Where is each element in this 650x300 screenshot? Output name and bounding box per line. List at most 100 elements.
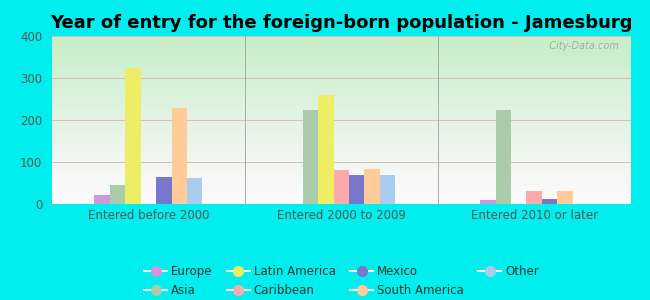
Bar <box>52 177 630 179</box>
Bar <box>52 71 630 73</box>
Bar <box>52 196 630 197</box>
Bar <box>52 135 630 137</box>
Bar <box>52 80 630 81</box>
Bar <box>52 155 630 157</box>
Bar <box>52 53 630 55</box>
Bar <box>52 194 630 196</box>
Bar <box>52 122 630 123</box>
Bar <box>52 167 630 169</box>
Bar <box>52 112 630 113</box>
Bar <box>52 100 630 101</box>
Bar <box>52 103 630 105</box>
Bar <box>52 101 630 103</box>
Bar <box>52 184 630 185</box>
Bar <box>52 44 630 46</box>
Bar <box>52 176 630 177</box>
Bar <box>52 113 630 115</box>
Bar <box>349 175 365 204</box>
Bar <box>52 179 630 181</box>
Bar <box>52 117 630 118</box>
Bar <box>156 177 172 204</box>
Bar <box>52 189 630 190</box>
Bar <box>52 192 630 194</box>
Bar <box>125 68 140 204</box>
Bar <box>52 165 630 167</box>
Bar <box>52 162 630 164</box>
Bar <box>52 190 630 192</box>
Bar <box>52 157 630 159</box>
Bar <box>52 181 630 182</box>
Bar <box>380 175 395 204</box>
Bar <box>52 93 630 95</box>
Bar <box>52 58 630 59</box>
Bar <box>52 128 630 130</box>
Legend: Europe, Asia, Latin America, Caribbean, Mexico, South America, Other: Europe, Asia, Latin America, Caribbean, … <box>139 260 543 300</box>
Bar <box>52 36 630 38</box>
Bar <box>52 78 630 80</box>
Bar <box>52 185 630 187</box>
Bar <box>52 48 630 50</box>
Bar <box>52 160 630 162</box>
Bar <box>52 98 630 100</box>
Bar <box>52 70 630 71</box>
Bar <box>52 187 630 189</box>
Bar <box>52 90 630 92</box>
Bar <box>52 123 630 125</box>
Bar <box>52 201 630 202</box>
Title: Year of entry for the foreign-born population - Jamesburg: Year of entry for the foreign-born popul… <box>50 14 632 32</box>
Bar <box>52 46 630 48</box>
Bar <box>52 147 630 148</box>
Bar <box>52 88 630 90</box>
Bar <box>52 145 630 147</box>
Bar <box>52 115 630 117</box>
Bar <box>52 68 630 70</box>
Bar <box>52 66 630 68</box>
Bar <box>52 169 630 170</box>
Bar <box>526 191 542 204</box>
Bar <box>365 169 380 204</box>
Bar <box>52 106 630 108</box>
Bar <box>52 199 630 201</box>
Bar <box>52 38 630 39</box>
Bar <box>52 83 630 85</box>
Bar <box>318 95 333 204</box>
Bar <box>172 108 187 204</box>
Bar <box>333 170 349 204</box>
Bar <box>52 172 630 174</box>
Bar <box>52 95 630 97</box>
Bar <box>52 50 630 51</box>
Bar <box>52 143 630 145</box>
Bar <box>52 127 630 128</box>
Bar <box>52 182 630 184</box>
Bar <box>52 61 630 63</box>
Bar <box>52 202 630 204</box>
Bar <box>52 164 630 165</box>
Bar <box>52 159 630 160</box>
Bar <box>542 199 557 204</box>
Bar <box>52 140 630 142</box>
Bar <box>52 148 630 150</box>
Bar <box>52 56 630 58</box>
Bar <box>52 174 630 176</box>
Bar <box>52 170 630 172</box>
Bar <box>557 191 573 204</box>
Bar <box>52 97 630 98</box>
Bar <box>52 130 630 132</box>
Bar <box>52 108 630 110</box>
Bar <box>52 142 630 143</box>
Bar <box>52 81 630 83</box>
Bar <box>52 51 630 53</box>
Bar <box>110 185 125 204</box>
Bar <box>52 197 630 199</box>
Bar <box>52 43 630 44</box>
Bar <box>52 41 630 43</box>
Bar <box>52 63 630 64</box>
Bar <box>52 64 630 66</box>
Bar <box>52 55 630 56</box>
Bar <box>52 134 630 135</box>
Bar <box>94 195 110 204</box>
Bar <box>52 75 630 76</box>
Bar <box>52 152 630 154</box>
Bar <box>52 73 630 75</box>
Bar <box>52 125 630 127</box>
